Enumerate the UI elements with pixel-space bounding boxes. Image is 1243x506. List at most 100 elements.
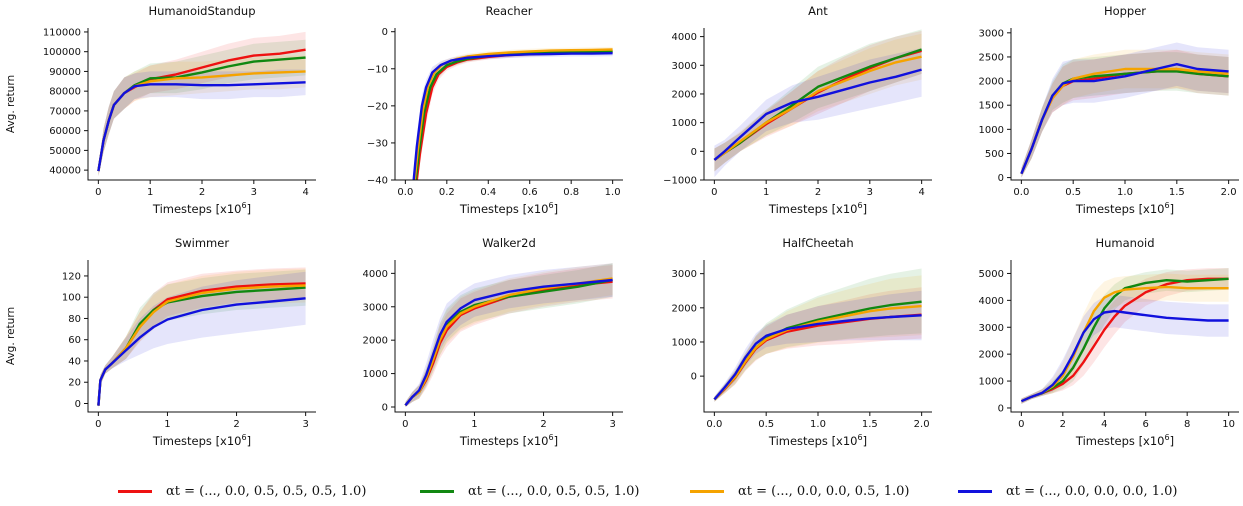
confidence-band bbox=[714, 48, 922, 178]
legend-swatch-blue bbox=[958, 489, 992, 493]
x-axis-label: Timesteps [x106] bbox=[768, 201, 867, 216]
series-line bbox=[97, 297, 306, 406]
y-tick-label: 0 bbox=[998, 173, 1004, 184]
series-line bbox=[1020, 62, 1229, 175]
series-line bbox=[713, 68, 922, 161]
confidence-band bbox=[1021, 268, 1229, 404]
y-tick-label: 80 bbox=[68, 314, 81, 325]
x-tick-label: 3 bbox=[867, 187, 873, 198]
x-tick-label: 0.6 bbox=[522, 187, 538, 198]
y-tick-label: 120 bbox=[62, 271, 81, 282]
confidence-band bbox=[405, 263, 613, 407]
confidence-band bbox=[98, 269, 306, 409]
legend-swatch-green bbox=[420, 489, 454, 493]
y-tick-label: 3000 bbox=[672, 269, 697, 280]
y-tick-label: 0 bbox=[75, 399, 81, 410]
axis-spines bbox=[87, 28, 316, 181]
y-tick-label: 2000 bbox=[979, 77, 1004, 88]
x-tick-label: 0.5 bbox=[758, 419, 774, 430]
y-tick-label: −30 bbox=[367, 138, 388, 149]
x-tick-label: 0.8 bbox=[563, 187, 579, 198]
subplot-humanoid: 0 2 4 6 8 10 0 1000 2000 3000 4000 5000 Humanoid Time… bbox=[979, 236, 1239, 448]
x-tick-label: 4 bbox=[1101, 419, 1107, 430]
axis-spines bbox=[703, 260, 932, 413]
plot-area bbox=[404, 263, 613, 407]
y-tick-label: 60000 bbox=[49, 126, 81, 137]
x-tick-label: 0.2 bbox=[439, 187, 455, 198]
confidence-band bbox=[1021, 295, 1229, 404]
x-tick-label: 3 bbox=[609, 419, 615, 430]
confidence-band bbox=[405, 265, 613, 407]
y-tick-label: 3000 bbox=[979, 323, 1004, 334]
x-tick-label: 0 bbox=[1018, 419, 1024, 430]
legend-label: αt = (..., 0.0, 0.0, 0.5, 1.0) bbox=[738, 483, 910, 499]
x-axis-label: Timesteps [x106] bbox=[459, 433, 558, 448]
x-tick-label: 0.4 bbox=[480, 187, 496, 198]
axis-spines bbox=[394, 260, 623, 413]
x-tick-label: 2 bbox=[1060, 419, 1066, 430]
x-axis-label: Timesteps [x106] bbox=[459, 201, 558, 216]
x-tick-label: 10 bbox=[1222, 419, 1235, 430]
legend-item: αt = (..., 0.0, 0.0, 0.5, 1.0) bbox=[690, 478, 909, 504]
y-tick-label: 1000 bbox=[979, 377, 1004, 388]
y-tick-label: 2000 bbox=[672, 303, 697, 314]
confidence-band bbox=[714, 29, 922, 172]
legend: αt = (..., 0.0, 0.5, 0.5, 0.5, 1.0) αt =… bbox=[0, 478, 1243, 504]
subplot-humanoidstandup: 0 1 2 3 4 40000 50000 60000 70000 80000 90000 10000… bbox=[5, 4, 316, 216]
axis-spines bbox=[1010, 28, 1239, 181]
x-tick-label: 1.0 bbox=[810, 419, 826, 430]
y-tick-label: 2000 bbox=[672, 89, 697, 100]
y-tick-label: 1000 bbox=[672, 337, 697, 348]
y-tick-label: 20 bbox=[68, 378, 81, 389]
legend-item: αt = (..., 0.0, 0.5, 0.5, 1.0) bbox=[420, 478, 639, 504]
x-tick-label: 2 bbox=[540, 419, 546, 430]
x-tick-label: 0.0 bbox=[397, 187, 413, 198]
legend-label: αt = (..., 0.0, 0.5, 0.5, 0.5, 1.0) bbox=[166, 483, 367, 499]
y-tick-label: 500 bbox=[985, 149, 1004, 160]
y-tick-label: 2000 bbox=[979, 350, 1004, 361]
series-line bbox=[412, 52, 613, 180]
confidence-band bbox=[98, 69, 306, 177]
subplot-title: Hopper bbox=[1104, 4, 1146, 18]
y-tick-label: 4000 bbox=[979, 296, 1004, 307]
subplot-title: Swimmer bbox=[175, 236, 229, 250]
y-tick-label: 3000 bbox=[979, 28, 1004, 39]
y-tick-label: 40000 bbox=[49, 166, 81, 177]
x-tick-label: 4 bbox=[918, 187, 924, 198]
series-line bbox=[404, 277, 613, 407]
y-tick-label: 80000 bbox=[49, 87, 81, 98]
x-axis-label: Timesteps [x106] bbox=[1075, 201, 1174, 216]
y-axis-label: Avg. return bbox=[5, 75, 17, 133]
x-tick-label: 0 bbox=[95, 419, 101, 430]
x-tick-label: 2.0 bbox=[914, 419, 930, 430]
confidence-band bbox=[714, 287, 922, 402]
subplot-title: HumanoidStandup bbox=[148, 4, 255, 18]
confidence-band bbox=[98, 31, 306, 177]
confidence-band bbox=[98, 267, 306, 409]
plot-area bbox=[97, 267, 306, 409]
y-tick-label: 70000 bbox=[49, 106, 81, 117]
y-tick-label: −40 bbox=[367, 176, 388, 187]
y-tick-label: 100000 bbox=[43, 47, 81, 58]
subplot-ant: 0 1 2 3 4 −1000 0 1000 2000 3000 4000 Ant Timesteps … bbox=[663, 4, 932, 216]
x-tick-label: 2 bbox=[815, 187, 821, 198]
y-tick-label: 4000 bbox=[672, 32, 697, 43]
x-tick-label: 2 bbox=[199, 187, 205, 198]
x-axis-label: Timesteps [x106] bbox=[1075, 433, 1174, 448]
legend-item: αt = (..., 0.0, 0.0, 0.0, 1.0) bbox=[958, 478, 1177, 504]
confidence-band bbox=[405, 263, 613, 407]
x-tick-label: 1 bbox=[763, 187, 769, 198]
legend-item: αt = (..., 0.0, 0.5, 0.5, 0.5, 1.0) bbox=[118, 478, 366, 504]
x-tick-label: 0.0 bbox=[706, 419, 722, 430]
confidence-band bbox=[1021, 42, 1229, 178]
x-tick-label: 3 bbox=[251, 187, 257, 198]
confidence-band bbox=[1021, 268, 1229, 404]
x-tick-label: 0 bbox=[711, 187, 717, 198]
y-tick-label: 2500 bbox=[979, 52, 1004, 63]
plot-area bbox=[97, 31, 306, 177]
y-tick-label: 4000 bbox=[363, 269, 388, 280]
series-line bbox=[97, 81, 306, 172]
y-tick-label: 110000 bbox=[43, 27, 81, 38]
x-tick-label: 1.5 bbox=[1169, 187, 1185, 198]
x-axis-label: Timesteps [x106] bbox=[768, 433, 867, 448]
